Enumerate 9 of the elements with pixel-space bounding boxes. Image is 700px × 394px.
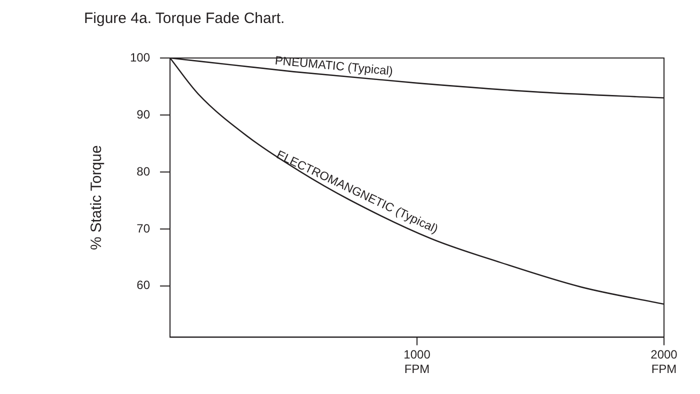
y-tick-label: 60	[136, 278, 150, 292]
y-tick-label: 90	[136, 107, 150, 122]
y-tick-label: 80	[136, 164, 150, 178]
chart-title: Figure 4a. Torque Fade Chart.	[84, 10, 285, 28]
y-axis-title: % Static Torque	[88, 145, 106, 250]
y-tick-label: 100	[130, 50, 150, 64]
y-tick-label: 70	[136, 221, 150, 236]
x-tick-label: 2000 FPM	[650, 348, 678, 376]
x-tick-label: 1000 FPM	[404, 348, 431, 376]
